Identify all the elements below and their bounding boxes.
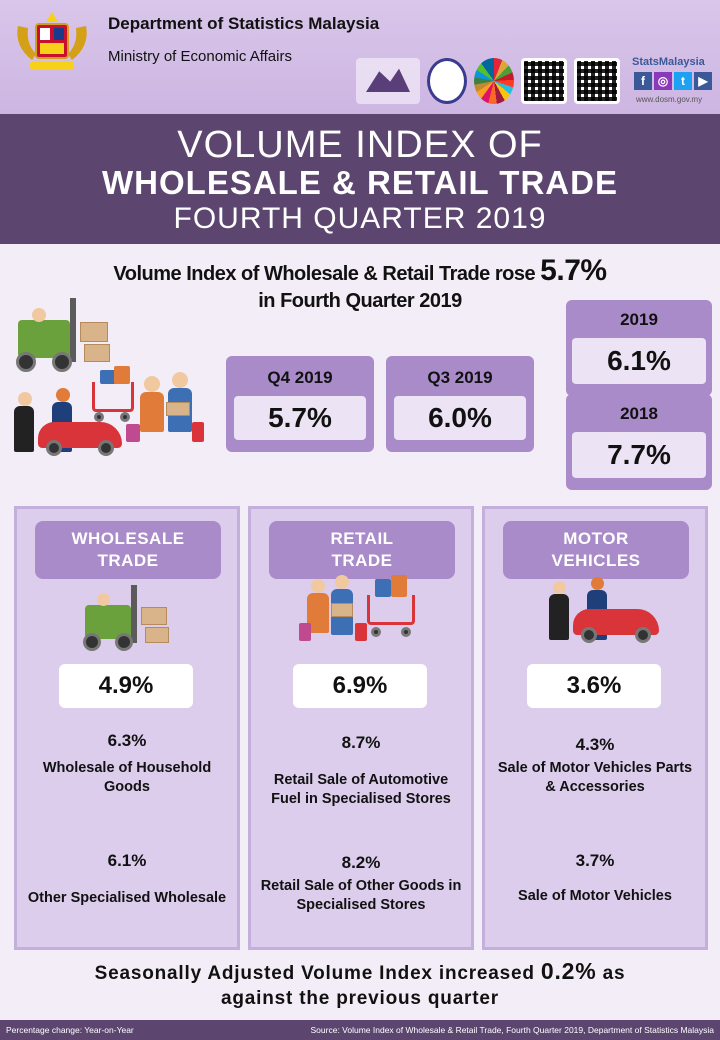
sa-value: 0.2% xyxy=(540,958,597,984)
headline-value: 5.7% xyxy=(540,254,607,287)
headline-text: Volume Index of Wholesale & Retail Trade… xyxy=(113,263,541,285)
sector-title: RETAIL TRADE xyxy=(269,521,455,579)
forklift-icon xyxy=(10,294,120,376)
year-value: 6.1% xyxy=(572,338,706,384)
sub-label: Wholesale of Household Goods xyxy=(42,760,212,795)
sector-panel-motor-vehicles: MOTOR VEHICLES 3.6% 4.3% Sale of Motor Ve… xyxy=(482,506,708,950)
quarter-label: Q3 2019 xyxy=(427,368,493,387)
car-service-icon xyxy=(545,577,659,649)
sector-title-line-2: VEHICLES xyxy=(551,551,641,570)
sector-title-line-1: RETAIL xyxy=(330,529,394,548)
quarter-card-q4-2019: Q4 2019 5.7% xyxy=(226,356,374,452)
youtube-icon[interactable]: ▶ xyxy=(694,72,712,90)
instagram-icon[interactable]: ◎ xyxy=(654,72,672,90)
sector-title-line-2: TRADE xyxy=(97,551,159,570)
department-name: Department of Statistics Malaysia xyxy=(108,14,380,33)
year-card-2019: 2019 6.1% xyxy=(566,300,712,396)
sub-label: Other Specialised Wholesale xyxy=(27,890,227,906)
sub-pct: 8.2% xyxy=(341,853,381,872)
qr-code-icon[interactable] xyxy=(521,58,567,104)
malaysia-crest-icon xyxy=(17,12,87,69)
twitter-icon[interactable]: t xyxy=(674,72,692,90)
sector-title-line-1: MOTOR xyxy=(563,529,629,548)
title-line-2: WHOLESALE & RETAIL TRADE xyxy=(102,164,618,201)
sector-panel-retail: RETAIL TRADE 6.9% 8.7% Retail Sale of Aut… xyxy=(248,506,474,950)
source-note: Source: Volume Index of Wholesale & Reta… xyxy=(310,1025,714,1035)
sector-panel-wholesale: WHOLESALE TRADE 4.9% 6.3% Wholesale of Ho… xyxy=(14,506,240,950)
car-service-icon xyxy=(10,388,122,460)
stats-malaysia-brand: StatsMalaysia xyxy=(632,56,705,68)
ministry-name: Ministry of Economic Affairs xyxy=(108,48,292,65)
year-label: 2018 xyxy=(620,404,658,423)
sub-label: Retail Sale of Automotive Fuel in Specia… xyxy=(271,772,451,807)
sector-title-line-1: WHOLESALE xyxy=(71,529,185,548)
sdg-wheel-icon xyxy=(474,58,514,104)
sa-text-post: as xyxy=(596,963,626,984)
seasonally-adjusted-note: Seasonally Adjusted Volume Index increas… xyxy=(0,958,720,985)
title-band: VOLUME INDEX OF WHOLESALE & RETAIL TRADE… xyxy=(0,114,720,244)
forklift-icon xyxy=(77,583,187,655)
sector-title: WHOLESALE TRADE xyxy=(35,521,221,579)
bottom-bar: Percentage change: Year-on-Year Source: … xyxy=(0,1020,720,1040)
quarter-card-q3-2019: Q3 2019 6.0% xyxy=(386,356,534,452)
title-line-3: FOURTH QUARTER 2019 xyxy=(173,202,547,235)
sa-text-pre: Seasonally Adjusted Volume Index increas… xyxy=(94,963,541,984)
sector-title: MOTOR VEHICLES xyxy=(503,521,689,579)
sector-title-line-2: TRADE xyxy=(331,551,393,570)
sector-value: 4.9% xyxy=(59,664,193,708)
header: Department of Statistics Malaysia Minist… xyxy=(0,0,720,114)
hari-statistik-icon xyxy=(427,58,467,104)
census-logo-icon xyxy=(356,58,420,104)
seasonally-adjusted-line-2: against the previous quarter xyxy=(221,988,499,1009)
year-card-2018: 2018 7.7% xyxy=(566,394,712,490)
year-label: 2019 xyxy=(620,310,658,329)
sector-value: 3.6% xyxy=(527,664,661,708)
quarter-label: Q4 2019 xyxy=(267,368,333,387)
sector-value: 6.9% xyxy=(293,664,427,708)
sub-label: Sale of Motor Vehicles xyxy=(518,888,672,904)
qr-code-icon[interactable] xyxy=(574,58,620,104)
percentage-note: Percentage change: Year-on-Year xyxy=(6,1025,134,1035)
social-links: f ◎ t ▶ xyxy=(634,72,712,90)
sub-pct: 4.3% xyxy=(575,735,615,754)
headline-line-2: in Fourth Quarter 2019 xyxy=(258,290,462,312)
sub-pct: 8.7% xyxy=(341,733,381,752)
partner-logos xyxy=(356,58,620,104)
sub-label: Sale of Motor Vehicles Parts & Accessori… xyxy=(497,760,693,795)
title-line-1: VOLUME INDEX OF xyxy=(177,124,543,166)
shoppers-icon xyxy=(88,362,206,454)
sub-pct: 6.1% xyxy=(107,851,147,870)
headline: Volume Index of Wholesale & Retail Trade… xyxy=(0,254,720,288)
shoppers-icon xyxy=(297,573,433,657)
year-value: 7.7% xyxy=(572,432,706,478)
sub-pct: 3.7% xyxy=(575,851,615,870)
facebook-icon[interactable]: f xyxy=(634,72,652,90)
quarter-value: 6.0% xyxy=(394,396,526,440)
website-link[interactable]: www.dosm.gov.my xyxy=(636,95,703,104)
quarter-value: 5.7% xyxy=(234,396,366,440)
sub-pct: 6.3% xyxy=(107,731,147,750)
sub-label: Retail Sale of Other Goods in Specialise… xyxy=(260,878,462,913)
